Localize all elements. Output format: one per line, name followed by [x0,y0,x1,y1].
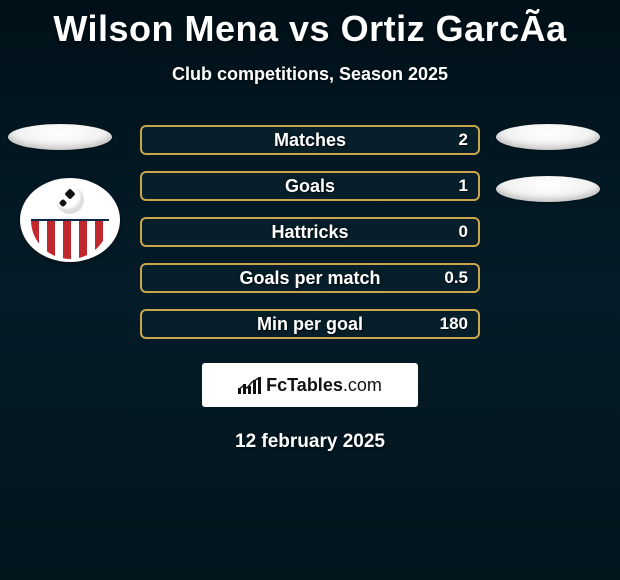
stat-bar: Goals 1 [140,171,480,201]
stat-bar: Hattricks 0 [140,217,480,247]
stat-row: Min per goal 180 [0,309,620,341]
stat-label: Matches [274,130,346,151]
stats-list: Matches 2 Goals 1 Hattricks 0 Goals per match 0… [0,125,620,341]
stat-label: Goals per match [239,268,380,289]
brand-chart-icon [238,376,260,394]
date-text: 12 february 2025 [0,431,620,453]
stat-bar: Matches 2 [140,125,480,155]
stat-value: 0 [459,222,468,242]
content: Wilson Mena vs Ortiz GarcÃ­a Club compet… [0,0,620,580]
stat-bar: Min per goal 180 [140,309,480,339]
brand-suffix: .com [343,375,382,395]
stat-row: Hattricks 0 [0,217,620,249]
stat-value: 1 [459,176,468,196]
stat-value: 2 [459,130,468,150]
page-title: Wilson Mena vs Ortiz GarcÃ­a [0,0,620,50]
stat-row: Goals 1 [0,171,620,203]
stat-label: Goals [285,176,335,197]
subtitle: Club competitions, Season 2025 [0,64,620,85]
stat-row: Matches 2 [0,125,620,157]
brand-line-icon [238,378,260,392]
stat-bar: Goals per match 0.5 [140,263,480,293]
stat-value: 180 [440,314,468,334]
stat-label: Min per goal [257,314,363,335]
brand-box: FcTables.com [202,363,418,407]
stat-value: 0.5 [444,268,468,288]
brand-name: FcTables [266,375,343,395]
stat-row: Goals per match 0.5 [0,263,620,295]
brand-text: FcTables.com [266,375,382,396]
stat-label: Hattricks [271,222,348,243]
